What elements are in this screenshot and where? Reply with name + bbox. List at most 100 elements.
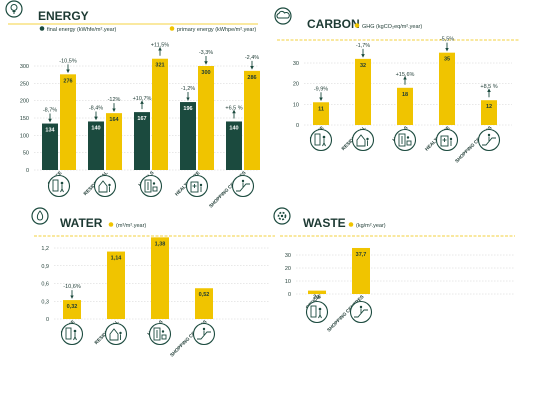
hotel-luggage-icon xyxy=(139,174,163,198)
waste-title: WASTE xyxy=(303,216,346,230)
carbon-ytick-label: 0 xyxy=(296,123,299,129)
healthcare-building-icon xyxy=(185,174,209,198)
cloud-icon xyxy=(274,7,292,25)
energy-change-label: +10,7% xyxy=(133,96,152,102)
legend-label: GHG (kgCO₂eq/m².year) xyxy=(362,24,422,30)
energy-bar xyxy=(226,121,242,170)
carbon-bar xyxy=(355,58,371,125)
water-legend-item: (m³/m².year) xyxy=(108,222,146,229)
energy-value-label: 276 xyxy=(63,78,72,84)
carbon-value-label: 18 xyxy=(402,92,408,98)
waste-chart: WASTE(kg/m².year)01020302,6OFFICE37,7SHO… xyxy=(273,207,515,333)
water-value-label: 0,32 xyxy=(67,304,78,310)
energy-bar xyxy=(180,102,196,170)
office-worker-icon xyxy=(47,174,71,198)
legend-label: (m³/m².year) xyxy=(116,223,146,229)
carbon-ytick-label: 30 xyxy=(293,61,299,67)
office-worker-icon xyxy=(309,128,333,152)
energy-value-label: 300 xyxy=(201,70,210,76)
recycling-gear-icon xyxy=(273,207,291,225)
energy-change-label: -12% xyxy=(108,97,121,103)
water-ytick-label: 0 xyxy=(46,317,49,323)
carbon-change-label: -5,5% xyxy=(440,37,454,43)
energy-bar xyxy=(152,58,168,170)
hotel-luggage-icon xyxy=(393,128,417,152)
legend-swatch xyxy=(39,26,45,31)
waste-bar xyxy=(352,247,370,294)
energy-bar xyxy=(60,74,76,170)
legend-label: final energy (kWhfe/m².year) xyxy=(47,27,117,33)
energy-bar xyxy=(106,113,122,170)
legend-label: primary energy (kWhpe/m².year) xyxy=(177,27,256,33)
waste-ytick-label: 10 xyxy=(285,279,291,285)
water-drop-icon xyxy=(31,207,49,225)
shopping-escalator-icon xyxy=(349,300,373,324)
carbon-change-label: +8,5 % xyxy=(480,84,497,90)
carbon-change-label: -1,7% xyxy=(356,43,370,49)
energy-ytick-label: 300 xyxy=(20,64,29,70)
energy-value-label: 134 xyxy=(45,128,55,134)
carbon-chart: CARBON GHG (kgCO₂eq/m².year) 0 10 20 30 11 -9,9… xyxy=(274,7,520,164)
water-ytick-label: 0,9 xyxy=(41,264,49,270)
water-ytick-label: 1,2 xyxy=(41,246,49,252)
carbon-value-label: 32 xyxy=(360,63,366,69)
energy-bar xyxy=(244,70,260,170)
residential-house-icon xyxy=(351,128,375,152)
energy-value-label: 321 xyxy=(155,63,164,69)
shopping-escalator-icon xyxy=(231,174,255,198)
water-value-label: 1,38 xyxy=(155,241,166,247)
energy-bar xyxy=(88,121,104,170)
office-worker-icon xyxy=(60,322,84,346)
energy-change-label: +6,5 % xyxy=(225,105,242,111)
water-bar xyxy=(63,300,81,319)
carbon-bar xyxy=(397,87,413,125)
waste-ytick-label: 30 xyxy=(285,253,291,259)
water-bar xyxy=(107,251,125,319)
carbon-bar xyxy=(481,100,497,125)
carbon-title: CARBON xyxy=(307,17,360,31)
shopping-escalator-icon xyxy=(192,322,216,346)
energy-chart: ENERGY final energy (kWhfe/m².year) primar… xyxy=(5,0,260,209)
legend-swatch xyxy=(108,222,114,227)
water-ytick-label: 0,3 xyxy=(41,299,49,305)
waste-bar xyxy=(308,290,326,294)
carbon-legend-item: GHG (kgCO₂eq/m².year) xyxy=(354,23,422,30)
energy-bar xyxy=(42,123,58,170)
legend-swatch xyxy=(169,26,175,31)
energy-value-label: 196 xyxy=(183,106,192,112)
carbon-value-label: 12 xyxy=(486,104,492,110)
energy-bar xyxy=(134,112,150,170)
energy-change-label: -2,4% xyxy=(245,55,259,61)
waste-value-label: 37,7 xyxy=(356,252,367,258)
energy-ytick-label: 100 xyxy=(20,133,29,139)
carbon-bar xyxy=(439,52,455,125)
energy-ytick-label: 250 xyxy=(20,81,29,87)
carbon-change-label: -9,9% xyxy=(314,86,328,92)
water-title: WATER xyxy=(60,216,103,230)
energy-ytick-label: 150 xyxy=(20,116,29,122)
carbon-ytick-label: 20 xyxy=(293,82,299,88)
waste-ytick-label: 20 xyxy=(285,266,291,272)
energy-change-label: -10,5% xyxy=(59,58,77,64)
water-value-label: 0,52 xyxy=(199,292,210,298)
water-bar xyxy=(195,288,213,319)
shopping-escalator-icon xyxy=(477,128,501,152)
waste-value-label: 2,6 xyxy=(313,295,321,301)
water-chart: WATER (m³/m².year) 0 0,3 0,6 0,9 1,2 0,32 -10,6%… xyxy=(31,207,275,358)
energy-bar xyxy=(198,66,214,170)
energy-legend-item: primary energy (kWhpe/m².year) xyxy=(169,26,256,33)
carbon-value-label: 35 xyxy=(444,57,450,63)
energy-change-label: -8,7% xyxy=(43,108,57,114)
legend-label: (kg/m².year) xyxy=(356,223,386,229)
healthcare-building-icon xyxy=(435,128,459,152)
energy-legend-item: final energy (kWhfe/m².year) xyxy=(39,26,117,33)
energy-change-label: -1,2% xyxy=(181,86,195,92)
hotel-luggage-icon xyxy=(148,322,172,346)
water-bar xyxy=(151,237,169,319)
carbon-change-label: +15,6% xyxy=(396,72,415,78)
residential-house-icon xyxy=(93,174,117,198)
legend-swatch xyxy=(348,222,354,227)
energy-value-label: 140 xyxy=(91,125,100,131)
energy-value-label: 140 xyxy=(229,125,238,131)
energy-change-label: +11,5% xyxy=(151,43,170,49)
